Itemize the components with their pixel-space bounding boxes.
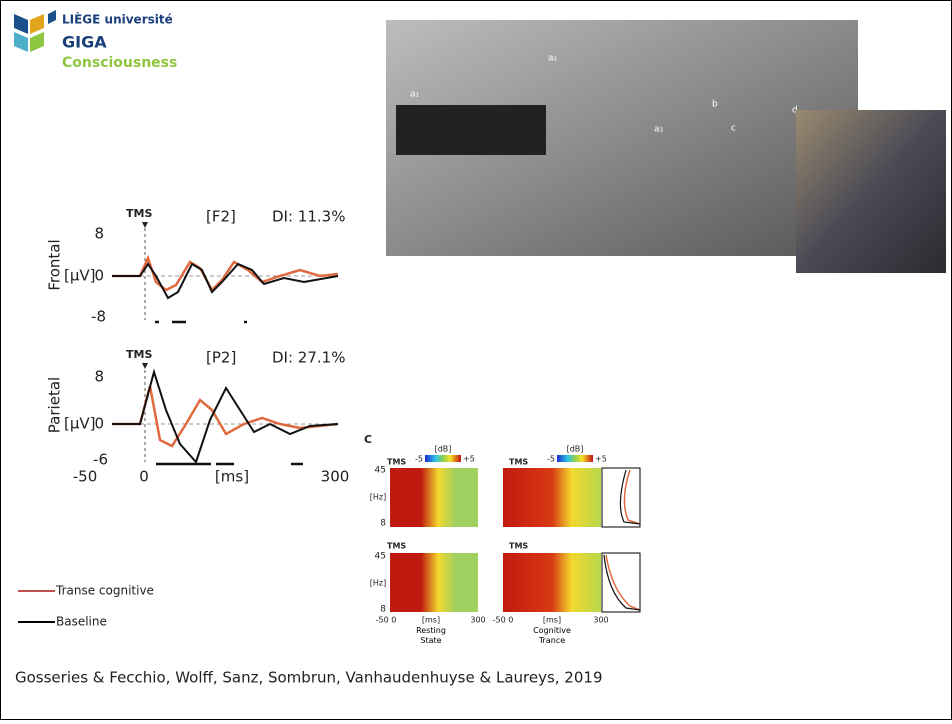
di: DI: 27.1% — [272, 349, 345, 367]
channel: [P2] — [206, 349, 236, 367]
y-tick: 8 — [94, 225, 104, 243]
y-tick: 8 — [94, 368, 104, 386]
citation: Gosseries & Fecchio, Wolff, Sanz, Sombru… — [15, 669, 602, 687]
tf-map — [390, 553, 478, 612]
logo-line: GIGA — [62, 33, 107, 52]
erp-curve — [112, 254, 339, 293]
tms-marker: TMS — [387, 542, 406, 551]
condition-label: Cognitive Trance — [533, 626, 571, 645]
x-tick: 300 — [321, 468, 350, 486]
photo-label: c — [731, 124, 736, 134]
x-unit: [ms] — [543, 616, 561, 625]
panel-letter: C — [364, 433, 372, 446]
region: Parietal — [46, 377, 64, 433]
legend-label: Transe cognitive — [55, 584, 154, 598]
condition: Cognitive Trance — [533, 626, 571, 645]
tms-marker: TMS — [126, 348, 152, 361]
tms-marker: TMS — [509, 542, 528, 551]
logo — [14, 10, 56, 52]
x-tick: -50 — [73, 468, 98, 486]
y-tick: 8 — [380, 519, 386, 529]
colorbar-max: +5 — [595, 455, 607, 464]
unit: [µV] — [64, 415, 96, 433]
colorbar-min: -5 — [547, 455, 555, 464]
logo-line: LIÈGE université — [62, 12, 173, 27]
y-tick: 45 — [375, 466, 386, 476]
y-tick: 8 — [380, 605, 386, 615]
tf-map — [503, 468, 601, 527]
tf-map — [503, 553, 601, 612]
y-tick: 0 — [94, 415, 104, 433]
x-tick: 300 — [470, 616, 485, 625]
unit: [µV] — [64, 267, 96, 285]
x-tick: 0 — [139, 468, 149, 486]
condition: Resting State — [416, 626, 446, 645]
erp-curve — [112, 385, 339, 448]
photo-label: b — [712, 100, 718, 110]
x-tick: 300 — [593, 616, 608, 625]
colorbar-unit: [dB] — [435, 445, 452, 454]
y-tick: -8 — [91, 308, 106, 326]
tms-marker: TMS — [387, 458, 406, 467]
tms-marker: TMS — [126, 207, 152, 220]
y-unit: [Hz] — [370, 579, 386, 588]
colorbar-unit: [dB] — [567, 445, 584, 454]
colorbar-min: -5 — [415, 455, 423, 464]
colorbar — [425, 455, 461, 462]
photo-label: a₂ — [548, 54, 558, 64]
x-unit: [ms] — [422, 616, 440, 625]
erp-curve — [112, 262, 339, 300]
x-unit: [ms] — [215, 468, 249, 486]
y-tick: -6 — [93, 451, 108, 469]
tf-map — [390, 468, 478, 527]
erp-curve — [112, 368, 339, 464]
region: Frontal — [46, 239, 64, 290]
y-tick: 0 — [94, 267, 104, 285]
y-tick: 45 — [375, 552, 386, 562]
di: DI: 11.3% — [272, 208, 345, 226]
photo-label: a₃ — [654, 125, 664, 135]
tms-marker: TMS — [509, 458, 528, 467]
x-tick: -50 0 — [493, 616, 514, 625]
photo-eeg — [796, 110, 946, 273]
logo-line: Consciousness — [62, 55, 177, 71]
colorbar-max: +5 — [463, 455, 475, 464]
photo-label: d — [792, 106, 798, 116]
condition-label: Resting State — [416, 626, 446, 645]
x-tick: -50 0 — [376, 616, 397, 625]
channel: [F2] — [206, 208, 236, 226]
legend-label: Baseline — [56, 615, 107, 629]
y-unit: [Hz] — [370, 493, 386, 502]
photo-label: a₁ — [410, 90, 420, 100]
photo-monitor — [396, 105, 546, 155]
colorbar — [557, 455, 593, 462]
